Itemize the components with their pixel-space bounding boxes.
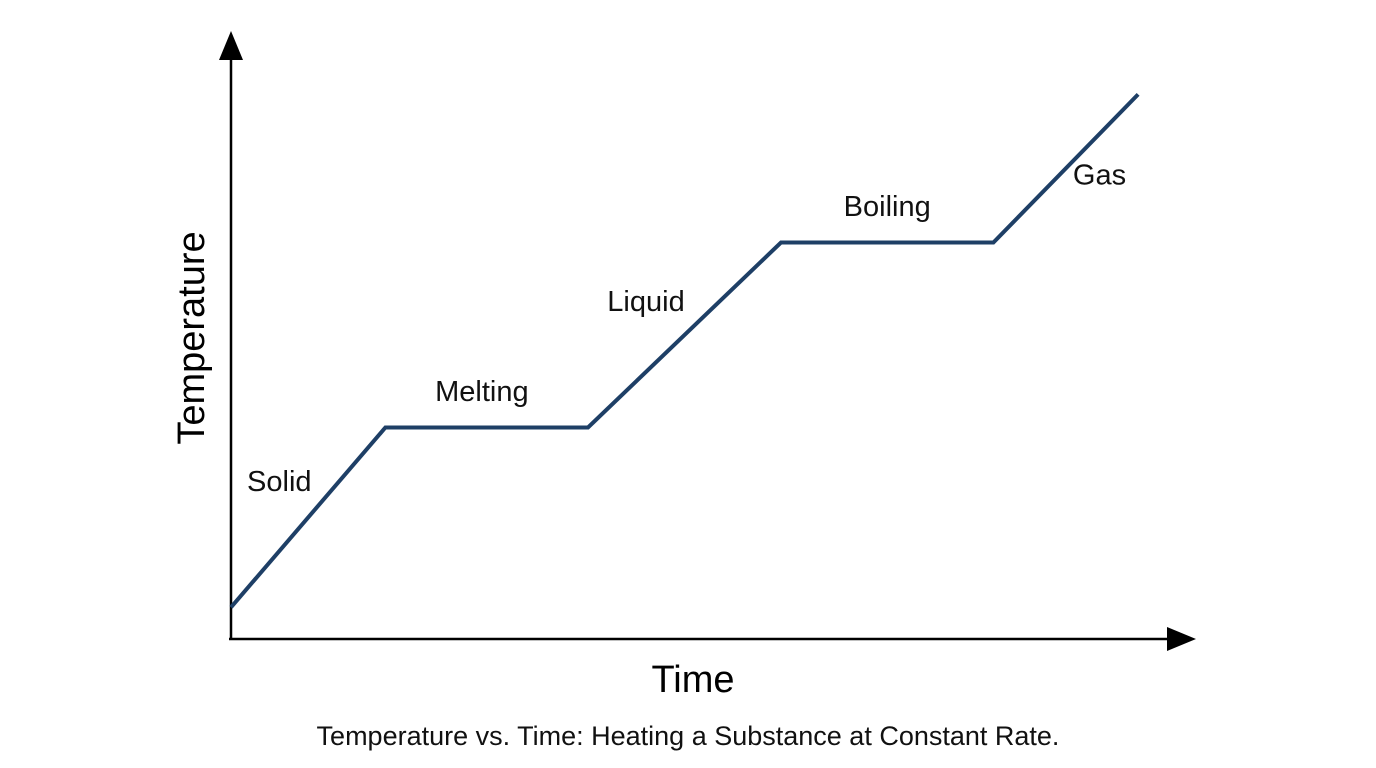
y-axis (219, 31, 243, 639)
series-layer (229, 93, 1140, 609)
phase-label-melting: Melting (435, 376, 529, 408)
series-line-0 (229, 93, 1140, 609)
x-axis-arrowhead (1167, 627, 1196, 651)
phase-label-solid: Solid (247, 466, 312, 498)
phase-label-layer: Solid Melting Liquid Boiling Gas (247, 159, 1126, 498)
y-axis-title: Temperature (171, 231, 213, 444)
chart-caption: Temperature vs. Time: Heating a Substanc… (317, 721, 1060, 751)
phase-label-gas: Gas (1073, 159, 1126, 191)
y-axis-arrowhead (219, 31, 243, 60)
phase-label-liquid: Liquid (607, 286, 684, 318)
phase-label-boiling: Boiling (844, 191, 931, 223)
x-axis-title: Time (651, 659, 734, 701)
x-axis (229, 627, 1196, 651)
